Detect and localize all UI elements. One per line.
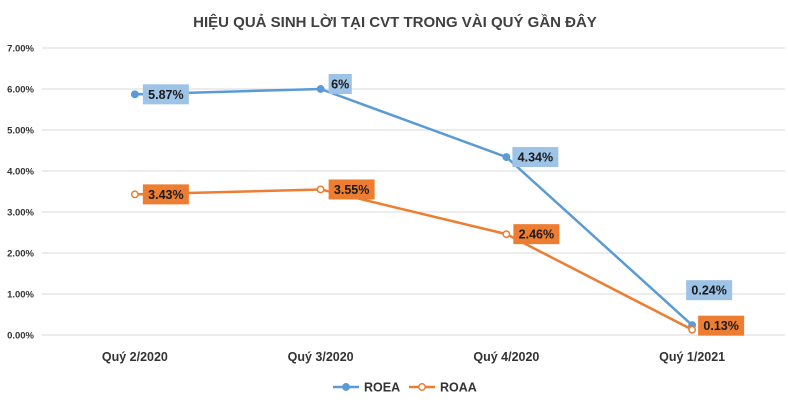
data-point-roea [130, 90, 139, 99]
legend-marker-roea [342, 383, 350, 391]
data-label: 0.13% [703, 319, 738, 333]
data-labels-layer: 5.87% 6% 4.34% 0.24% 3.43% 3.55% 2.46% 0.13% [142, 74, 745, 336]
data-label: 0.24% [691, 284, 726, 298]
series-line-roea [134, 87, 693, 327]
series-line-roaa [134, 188, 693, 331]
data-label: 3.43% [148, 188, 183, 202]
y-tick-label: 2.00% [7, 249, 34, 260]
data-point-roaa [688, 325, 697, 334]
data-label-box [513, 224, 560, 245]
data-label-box [328, 179, 375, 200]
data-label-box [698, 315, 745, 336]
data-label: 5.87% [148, 88, 183, 102]
legend-label-roaa: ROAA [440, 381, 477, 395]
data-point-roaa [130, 190, 139, 199]
data-label-box [328, 74, 352, 94]
y-tick-label: 6.00% [7, 85, 34, 96]
y-tick-label: 7.00% [7, 44, 34, 55]
data-label-box [142, 84, 189, 105]
series-layer [130, 85, 697, 334]
y-tick-label: 4.00% [7, 167, 34, 178]
y-axis: 0.00% 1.00% 2.00% 3.00% 4.00% 5.00% 6.00% 7.00% [7, 44, 34, 342]
legend: ROEA ROAA [333, 381, 477, 395]
legend-label-roea: ROEA [364, 381, 400, 395]
data-point-roea [502, 153, 511, 162]
x-axis: Quý 2/2020 Quý 3/2020 Quý 4/2020 Quý 1/2021 [102, 350, 725, 364]
y-tick-label: 3.00% [7, 208, 34, 219]
data-label: 4.34% [518, 151, 553, 165]
data-label-box [686, 280, 733, 301]
x-tick-label: Quý 1/2021 [659, 350, 725, 364]
y-tick-label: 0.00% [7, 331, 34, 342]
data-label-box [142, 184, 189, 205]
x-tick-label: Quý 2/2020 [102, 350, 168, 364]
y-tick-label: 1.00% [7, 290, 34, 301]
legend-marker-roaa [418, 383, 426, 391]
x-tick-label: Quý 4/2020 [473, 350, 539, 364]
data-label-box [512, 147, 559, 168]
data-point-roea [316, 85, 325, 93]
chart-title: HIỆU QUẢ SINH LỜI TẠI CVT TRONG VÀI QUÝ … [193, 13, 597, 31]
data-point-roaa [502, 230, 511, 239]
y-tick-label: 5.00% [7, 126, 34, 137]
data-label: 2.46% [519, 228, 554, 242]
data-point-roaa [316, 185, 325, 194]
x-tick-label: Quý 3/2020 [288, 350, 354, 364]
data-label: 6% [331, 78, 349, 92]
data-label: 3.55% [334, 183, 369, 197]
